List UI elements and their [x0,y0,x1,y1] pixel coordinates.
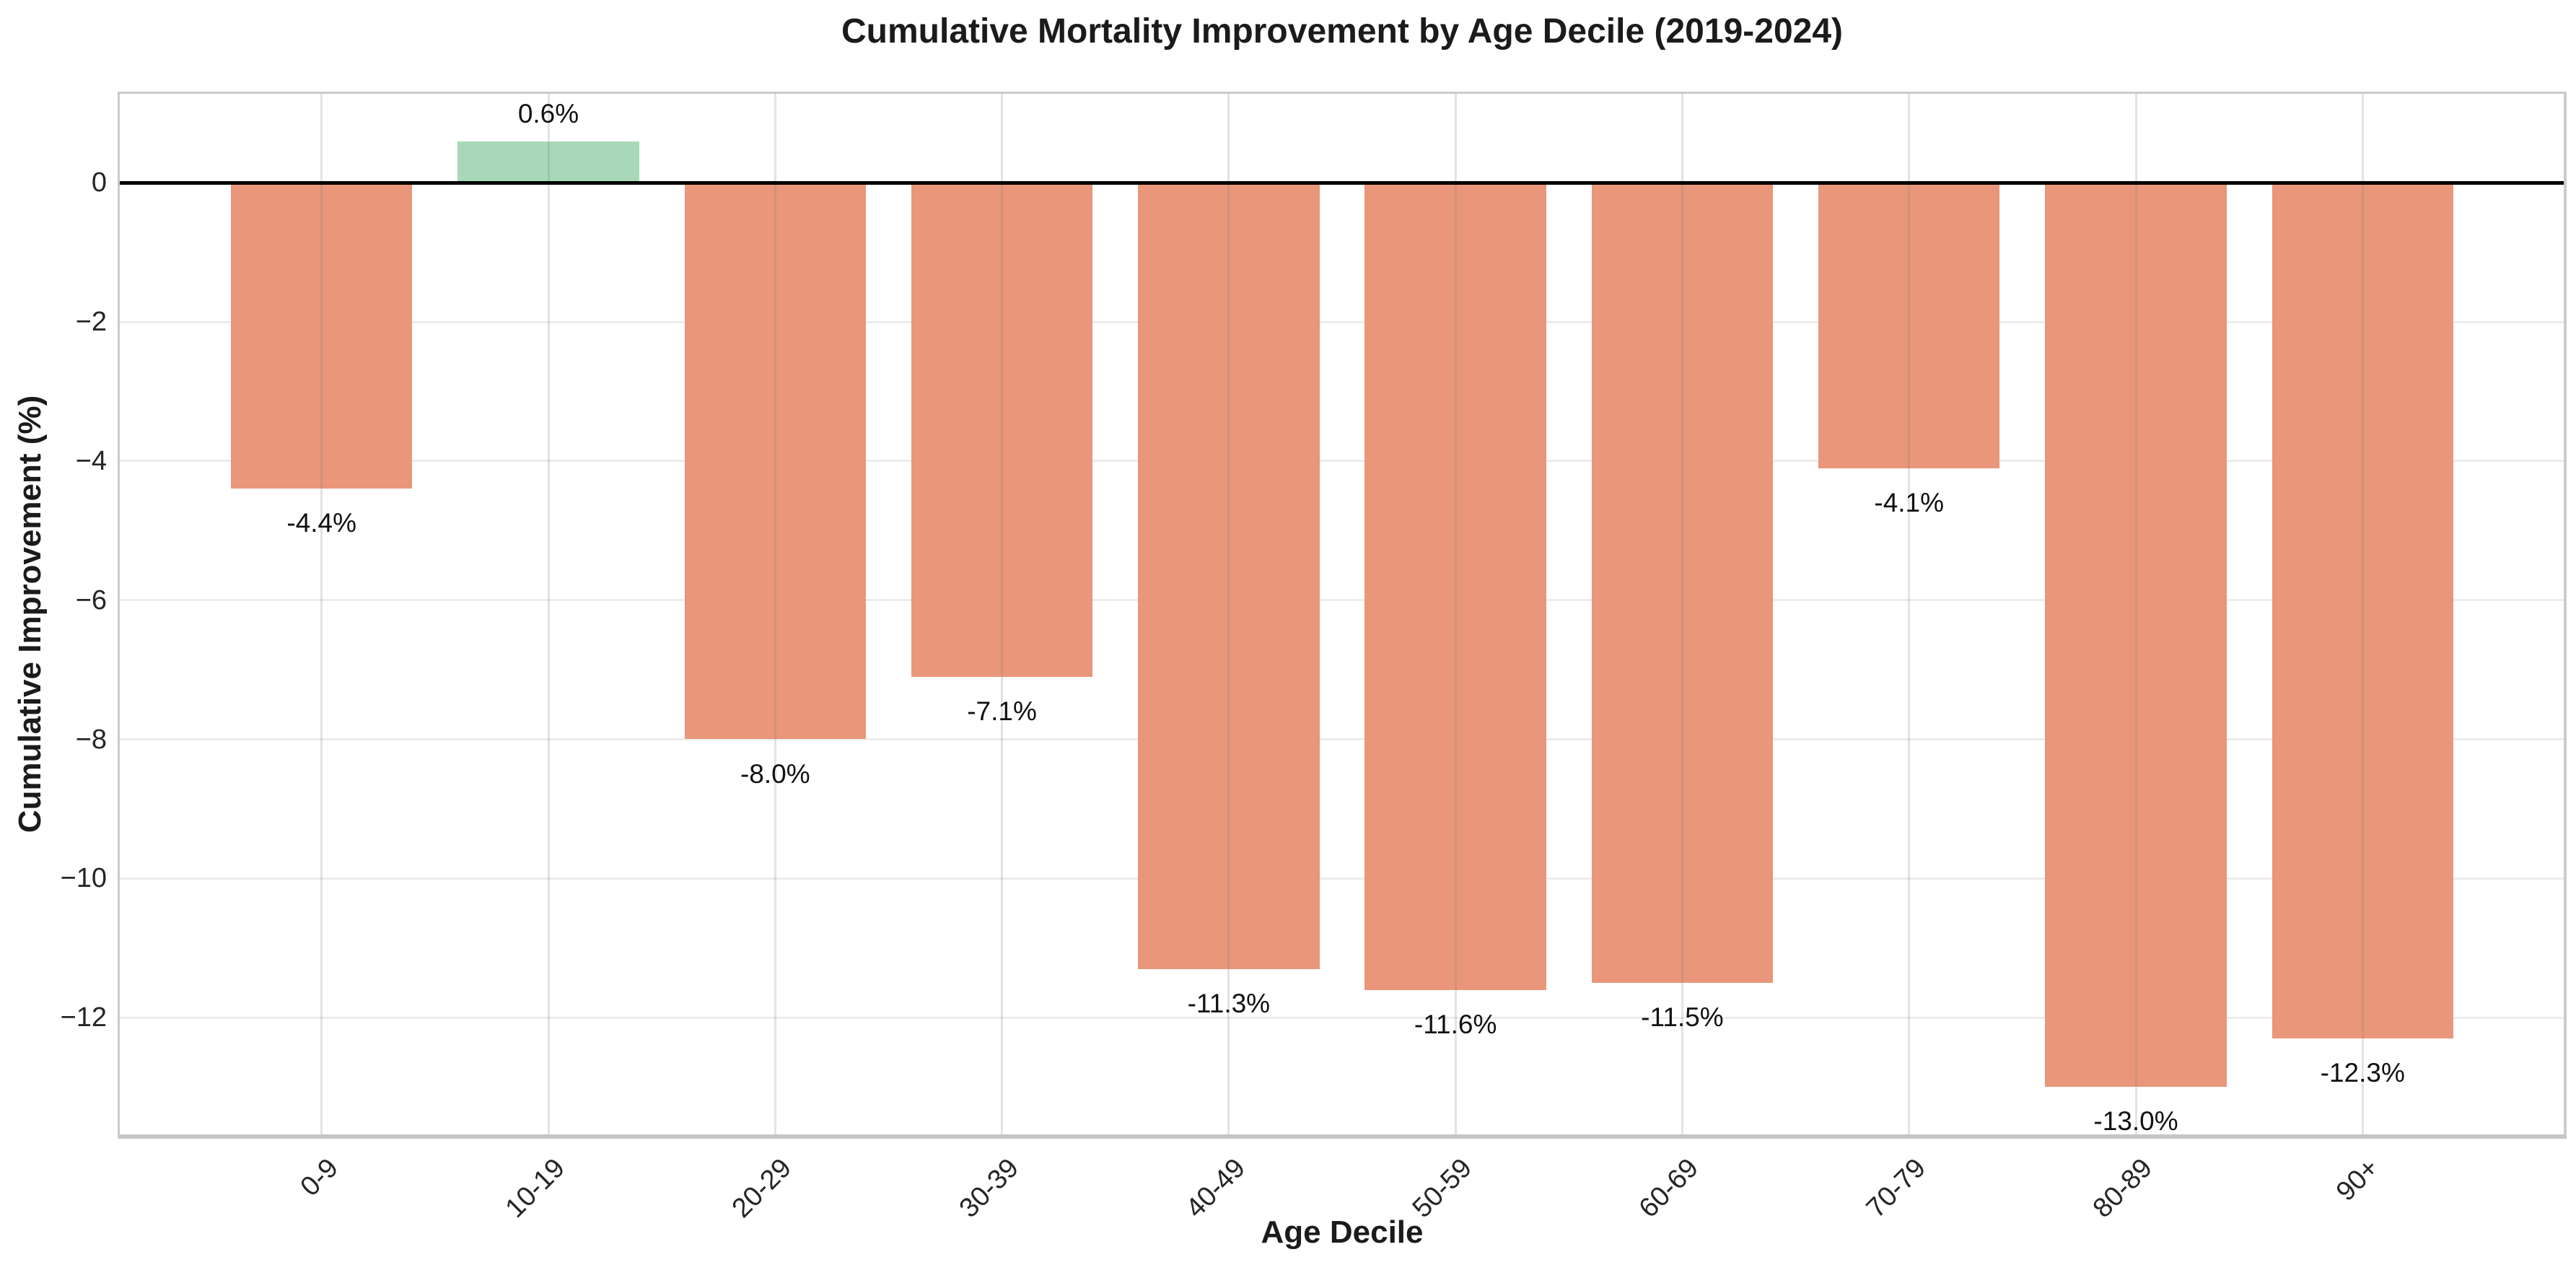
h-gridline [120,320,2564,323]
bar-value-label: -12.3% [2320,1057,2405,1087]
bar-value-label: -8.0% [740,758,810,789]
y-tick-label: −12 [60,1002,107,1033]
y-tick-label: −8 [75,724,107,755]
x-axis-label: Age Decile [1261,1214,1424,1250]
y-tick-label: 0 [91,167,107,198]
chart-title: Cumulative Mortality Improvement by Age … [841,12,1844,51]
v-gridline [547,94,550,1134]
y-tick-label: −10 [60,863,107,894]
h-gridline [120,599,2564,602]
v-gridline [1908,94,1911,1134]
zero-line [120,180,2564,185]
bar [684,183,866,740]
h-gridline [120,738,2564,740]
y-tick-label: −4 [75,445,107,476]
v-gridline [1681,94,1683,1134]
h-gridline [120,877,2564,880]
x-tick-label: 0-9 [294,1152,344,1202]
v-gridline [2134,94,2137,1134]
bar-value-label: -11.5% [1641,1002,1724,1032]
bar-value-label: -4.1% [1874,487,1945,517]
bar [911,183,1093,677]
v-gridline [1227,94,1230,1134]
v-gridline [774,94,776,1134]
bar [2271,183,2453,1038]
bar-value-label: -11.6% [1414,1009,1497,1039]
bar [1364,183,1546,990]
bar-value-label: -4.4% [286,508,357,538]
v-gridline [320,94,323,1134]
bar-value-label: 0.6% [517,98,579,128]
h-gridline [120,460,2564,463]
bar [1591,183,1774,983]
bar [1138,183,1320,969]
v-gridline [2361,94,2364,1134]
v-gridline [1001,94,1004,1134]
v-gridline [1454,94,1457,1134]
bar-value-label: -11.3% [1187,988,1271,1018]
h-gridline [120,1016,2564,1019]
y-tick-label: −6 [75,585,107,616]
bar [457,141,639,183]
bar [2045,183,2227,1087]
plot-area: -4.4% 0.6% -8.0% -7.1% -11.3% -11.6% -11.5% -4.… [118,92,2567,1139]
bar-value-label: -13.0% [2093,1106,2178,1137]
bar [231,183,413,489]
bar-value-label: -7.1% [967,696,1037,726]
y-tick-label: −2 [75,307,107,338]
bar [1818,183,2000,468]
